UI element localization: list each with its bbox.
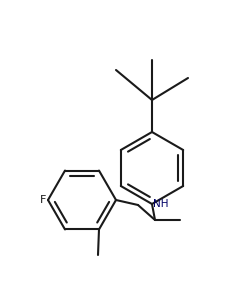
Text: NH: NH <box>152 199 168 209</box>
Text: F: F <box>39 195 46 205</box>
